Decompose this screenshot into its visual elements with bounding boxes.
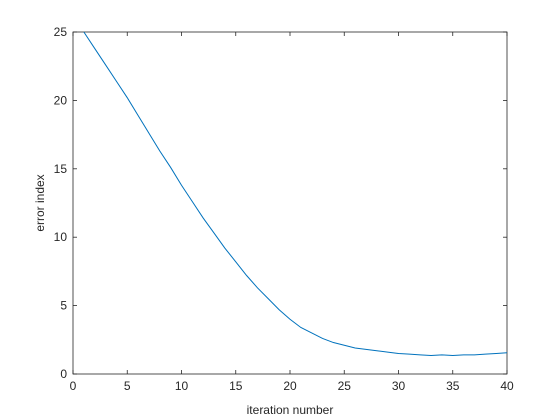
x-tick-label: 0 <box>70 379 77 393</box>
y-tick-label: 0 <box>60 367 67 381</box>
y-tick-label: 15 <box>54 162 68 176</box>
y-tick-label: 5 <box>60 299 67 313</box>
x-axis-label: iteration number <box>247 403 334 417</box>
y-tick-label: 20 <box>54 93 68 107</box>
x-tick-label: 5 <box>124 379 131 393</box>
y-tick-label: 10 <box>54 230 68 244</box>
x-tick-label: 30 <box>392 379 406 393</box>
data-line <box>83 31 508 357</box>
x-tick-label: 40 <box>500 379 514 393</box>
x-tick-label: 20 <box>283 379 297 393</box>
x-tick-label: 10 <box>175 379 189 393</box>
y-axis-label: error index <box>33 174 47 231</box>
x-tick-label: 25 <box>338 379 352 393</box>
x-tick-label: 15 <box>229 379 243 393</box>
plot-area <box>72 31 508 375</box>
y-tick-label: 25 <box>54 25 68 39</box>
x-tick-label: 35 <box>446 379 460 393</box>
